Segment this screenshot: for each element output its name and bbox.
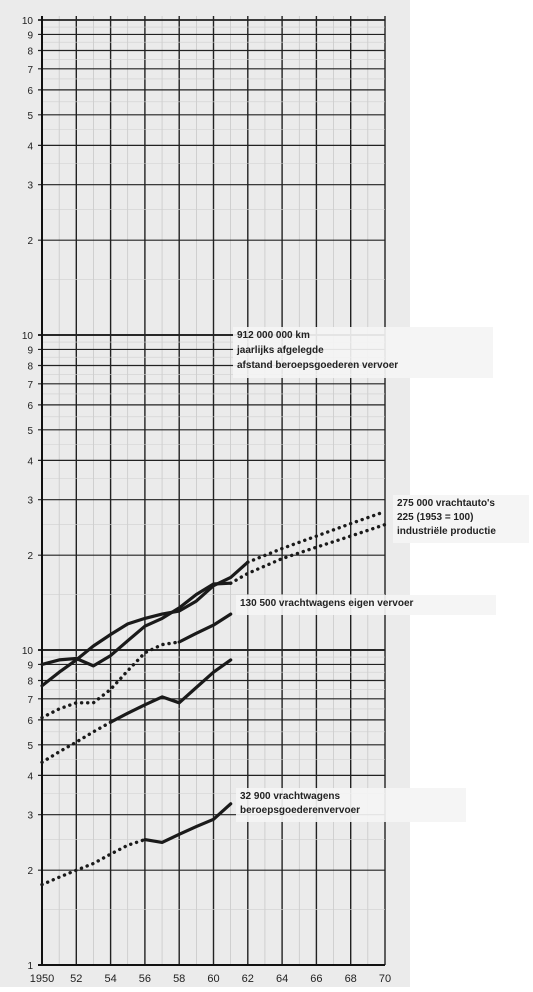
- y-tick-label: 10: [22, 331, 34, 342]
- y-tick-label: 10: [22, 646, 34, 657]
- y-tick-label: 3: [27, 181, 33, 192]
- y-tick-label: 8: [27, 47, 33, 58]
- x-tick-label: 66: [310, 973, 322, 985]
- annotation-vrachtauto-line-0: 275 000 vrachtauto's: [397, 498, 495, 509]
- x-tick-label: 1950: [30, 973, 54, 985]
- x-tick-label: 54: [104, 973, 116, 985]
- annotation-vrachtauto-line-2: industriële productie: [397, 526, 496, 537]
- annotation-beroeps-line-0: 32 900 vrachtwagens: [240, 791, 340, 802]
- y-tick-label: 6: [27, 86, 33, 97]
- y-tick-label: 1: [27, 961, 33, 972]
- y-tick-label: 5: [27, 111, 33, 122]
- x-tick-label: 60: [207, 973, 219, 985]
- y-tick-label: 8: [27, 677, 33, 688]
- y-tick-label: 9: [27, 30, 33, 41]
- annotation-afstand-line-2: afstand beroepsgoederen vervoer: [237, 360, 398, 371]
- x-tick-label: 64: [276, 973, 288, 985]
- y-tick-label: 7: [27, 695, 33, 706]
- y-tick-label: 2: [27, 866, 33, 877]
- x-tick-label: 52: [70, 973, 82, 985]
- y-tick-label: 6: [27, 716, 33, 727]
- annotation-afstand-line-0: 912 000 000 km: [237, 330, 310, 341]
- y-tick-label: 2: [27, 236, 33, 247]
- y-tick-label: 7: [27, 65, 33, 76]
- x-tick-label: 58: [173, 973, 185, 985]
- annotation-vrachtauto-line-1: 225 (1953 = 100): [397, 512, 473, 523]
- y-tick-label: 4: [27, 771, 33, 782]
- x-tick-label: 68: [345, 973, 357, 985]
- y-tick-label: 6: [27, 401, 33, 412]
- y-tick-label: 2: [27, 551, 33, 562]
- x-tick-label: 56: [139, 973, 151, 985]
- y-tick-label: 4: [27, 141, 33, 152]
- y-tick-label: 5: [27, 426, 33, 437]
- y-tick-label: 5: [27, 741, 33, 752]
- x-tick-label: 70: [379, 973, 391, 985]
- y-tick-label: 8: [27, 362, 33, 373]
- annotation-beroeps-line-1: beroepsgoederenvervoer: [240, 805, 360, 816]
- annotation-afstand-line-1: jaarlijks afgelegde: [236, 345, 324, 356]
- y-tick-label: 10: [22, 16, 34, 27]
- y-tick-label: 4: [27, 456, 33, 467]
- x-tick-label: 62: [242, 973, 254, 985]
- y-tick-label: 3: [27, 811, 33, 822]
- annotation-eigen-line-0: 130 500 vrachtwagens eigen vervoer: [240, 598, 414, 609]
- y-tick-label: 3: [27, 496, 33, 507]
- y-tick-label: 9: [27, 660, 33, 671]
- y-tick-label: 9: [27, 345, 33, 356]
- y-tick-label: 7: [27, 380, 33, 391]
- plot-area-background: [0, 0, 410, 987]
